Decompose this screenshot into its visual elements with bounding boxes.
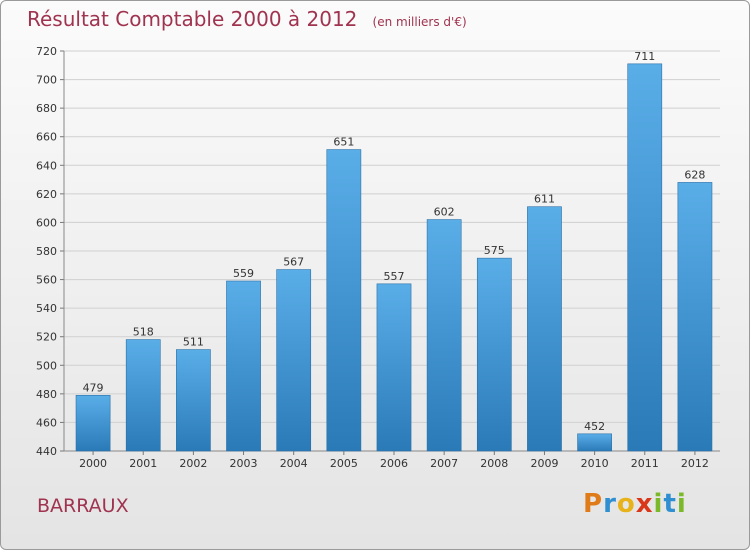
bar — [426, 219, 462, 452]
x-tick-label: 2008 — [480, 457, 508, 470]
y-tick-label: 560 — [36, 274, 57, 287]
bar — [527, 206, 562, 452]
x-tick-label: 2004 — [280, 457, 308, 470]
data-label: 559 — [233, 267, 254, 280]
x-tick-label: 2001 — [129, 457, 157, 470]
x-tick-label: 2010 — [581, 457, 609, 470]
bar — [376, 283, 412, 452]
logo-letter: i — [653, 489, 664, 519]
x-tick-label: 2005 — [330, 457, 358, 470]
y-tick-label: 500 — [36, 359, 57, 372]
title-text: Résultat Comptable 2000 à 2012 — [27, 7, 358, 31]
bar — [276, 269, 312, 452]
y-tick-label: 440 — [36, 445, 57, 458]
y-tick-label: 720 — [36, 45, 57, 58]
x-tick-label: 2006 — [380, 457, 408, 470]
data-label: 628 — [684, 168, 705, 181]
y-tick-label: 540 — [36, 302, 57, 315]
x-tick-label: 2002 — [179, 457, 207, 470]
x-tick-label: 2012 — [681, 457, 709, 470]
bar — [176, 349, 211, 452]
data-label: 611 — [534, 193, 555, 206]
y-tick-label: 680 — [36, 102, 57, 115]
x-tick-label: 2003 — [230, 457, 258, 470]
y-tick-label: 700 — [36, 74, 57, 87]
x-tick-label: 2009 — [530, 457, 558, 470]
y-tick-label: 580 — [36, 245, 57, 258]
bar — [476, 257, 512, 452]
bar — [577, 433, 612, 452]
logo-letter: t — [663, 489, 677, 519]
y-tick-label: 640 — [36, 159, 57, 172]
bar — [627, 63, 663, 452]
bar — [326, 149, 362, 452]
chart-title: Résultat Comptable 2000 à 2012 (en milli… — [27, 7, 467, 31]
data-label: 557 — [384, 270, 405, 283]
y-tick-label: 480 — [36, 388, 57, 401]
x-tick-label: 2011 — [631, 457, 659, 470]
data-label: 711 — [634, 50, 655, 63]
data-label: 479 — [83, 381, 104, 394]
commune-name: BARRAUX — [37, 495, 129, 517]
y-tick-label: 660 — [36, 131, 57, 144]
y-tick-label: 600 — [36, 216, 57, 229]
bar-chart: 440 460 480 500 520 540 560 580 600 620 640 660 680 7… — [36, 45, 720, 470]
logo-letter: o — [616, 489, 636, 519]
data-label: 452 — [584, 420, 605, 433]
bar — [125, 339, 161, 452]
bar — [226, 280, 261, 452]
data-label: 575 — [484, 244, 505, 257]
x-tick-label: 2007 — [430, 457, 458, 470]
logo-letter: r — [603, 489, 617, 519]
data-label: 567 — [283, 256, 304, 269]
logo-letter: x — [635, 489, 654, 519]
logo-letter: P — [583, 489, 604, 519]
bar — [677, 182, 713, 452]
logo-letter: i — [676, 489, 687, 519]
y-tick-label: 620 — [36, 188, 57, 201]
data-label: 518 — [133, 326, 154, 339]
y-tick-label: 520 — [36, 331, 57, 344]
proxiti-logo: Proxiti — [583, 489, 687, 519]
data-label: 511 — [183, 336, 204, 349]
data-label: 651 — [333, 136, 354, 149]
y-tick-label: 460 — [36, 416, 57, 429]
bar — [75, 394, 111, 452]
x-tick-label: 2000 — [79, 457, 107, 470]
data-label: 602 — [434, 206, 455, 219]
subtitle-text: (en milliers d'€) — [372, 15, 467, 29]
